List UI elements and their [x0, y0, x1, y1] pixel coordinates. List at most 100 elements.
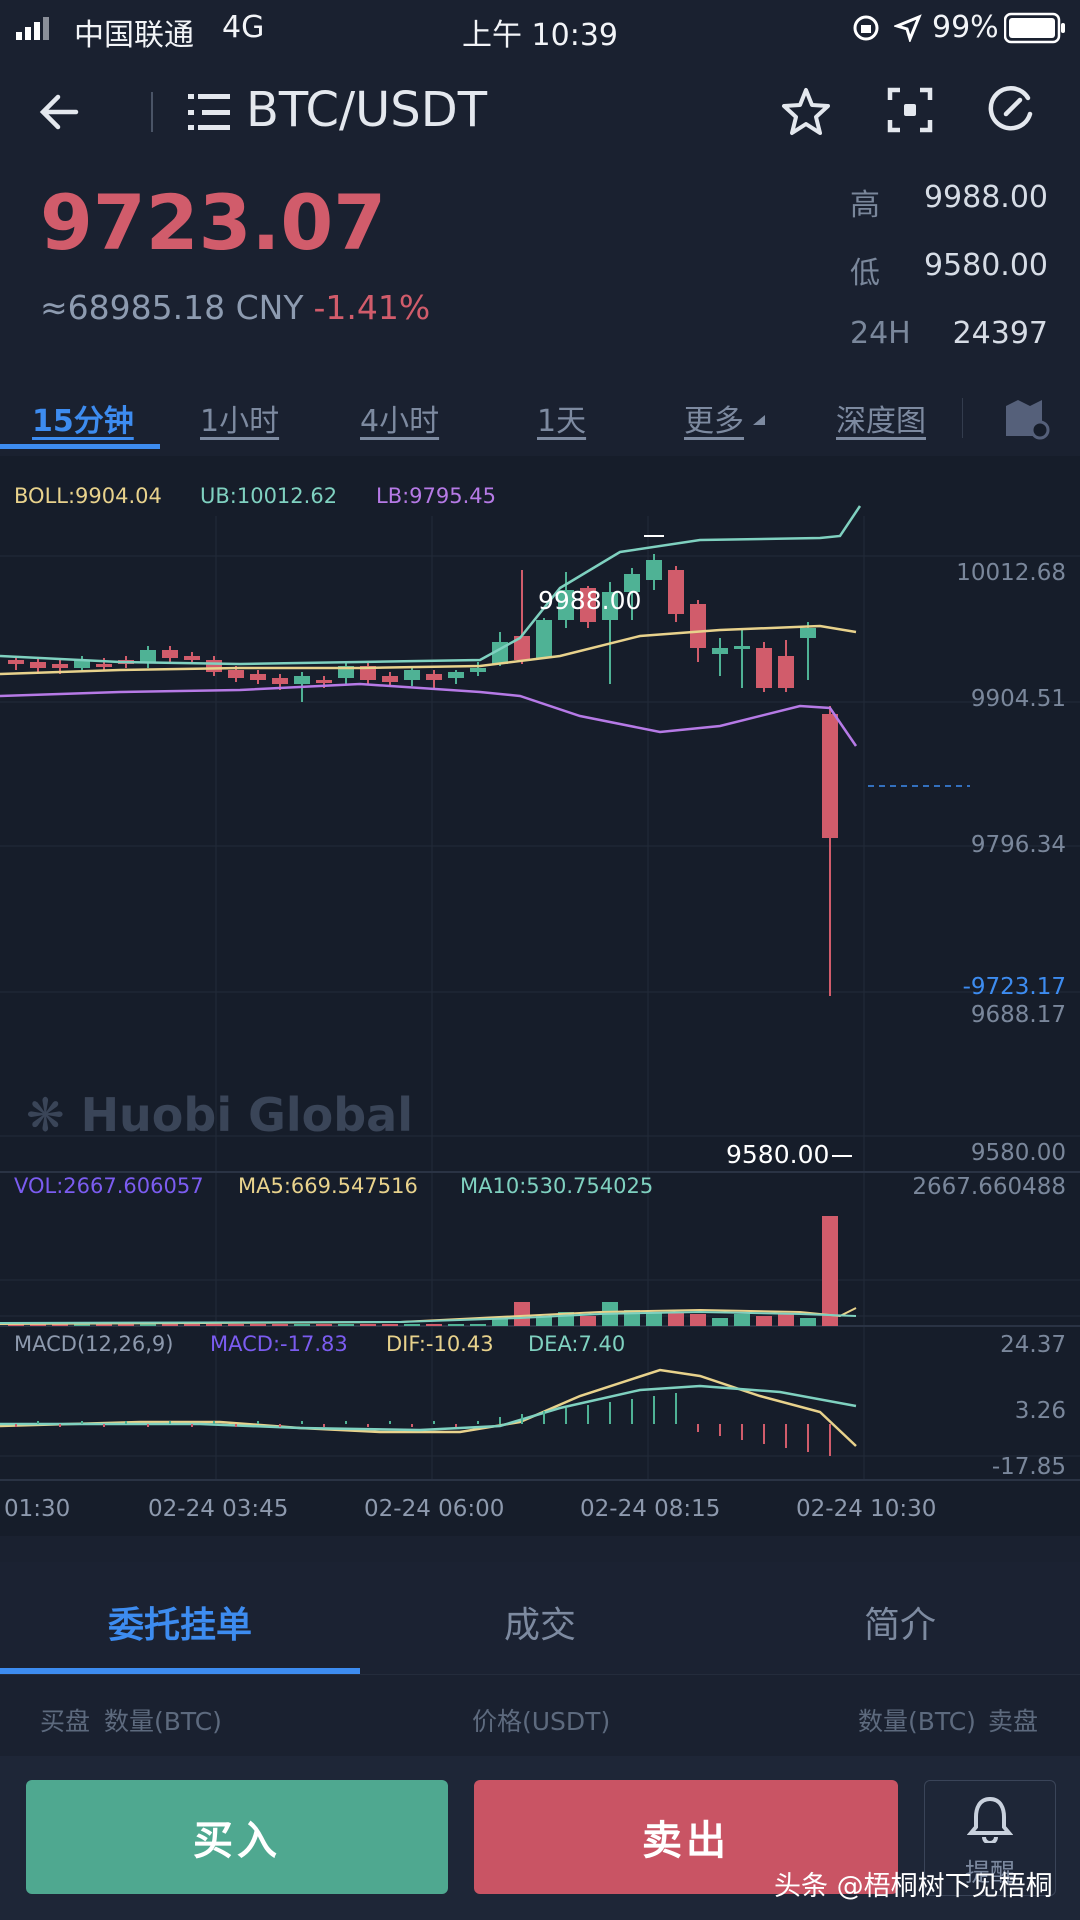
orderbook-header: 买盘 数量(BTC) 价格(USDT) 数量(BTC) 卖盘	[0, 1676, 1080, 1756]
volume-bar	[30, 1324, 46, 1326]
active-tab-indicator	[0, 1668, 360, 1674]
candle-body	[272, 678, 288, 684]
vol-value: VOL:2667.606057	[14, 1174, 204, 1198]
volume-bar	[206, 1324, 222, 1326]
lb-value: LB:9795.45	[376, 484, 497, 508]
rotation-lock-icon	[853, 15, 879, 41]
candle-body	[756, 648, 772, 688]
tab-1h[interactable]: 1小时	[200, 404, 280, 439]
alert-button[interactable]: 提醒	[924, 1780, 1056, 1896]
boll-value: BOLL:9904.04	[14, 484, 162, 508]
buy-side-label: 买盘	[40, 1707, 91, 1736]
candle-body	[404, 670, 420, 680]
boll-mid-line	[0, 624, 857, 676]
interval-tabs: 15分钟 1小时 4小时 1天 更多 深度图	[0, 378, 1080, 457]
volume-bar	[690, 1314, 706, 1326]
candle-body	[96, 664, 112, 667]
status-bar: 中国联通 4G 上午 10:39 99%	[0, 0, 1080, 58]
sell-button[interactable]: 卖出	[474, 1780, 898, 1894]
signal-icon	[16, 17, 49, 40]
volume-bar	[646, 1312, 662, 1326]
tab-depth[interactable]: 深度图	[836, 404, 926, 439]
macd-y-label: -17.85	[991, 1454, 1066, 1480]
buy-button[interactable]: 买入	[26, 1780, 448, 1894]
volume-bar	[404, 1324, 420, 1326]
candle-body	[558, 590, 574, 620]
tab-15min[interactable]: 15分钟	[32, 404, 134, 439]
tab-4h[interactable]: 4小时	[360, 404, 440, 439]
candle-body	[470, 668, 486, 672]
clock: 上午 10:39	[462, 18, 618, 53]
stat-label-24h: 24H	[850, 316, 911, 351]
volume-bar	[184, 1324, 200, 1326]
author-watermark: 头条 @梧桐树下见梧桐	[774, 1871, 1053, 1902]
candle-body	[250, 674, 266, 680]
dif-value: DIF:-10.43	[386, 1332, 494, 1356]
x-label: 01:30	[4, 1496, 71, 1522]
sell-qty-label: 数量(BTC)	[858, 1707, 976, 1736]
volume-bar	[316, 1324, 332, 1326]
fullscreen-icon[interactable]	[886, 86, 934, 134]
pair-menu-icon[interactable]	[188, 92, 232, 132]
ma10-value: MA10:530.754025	[460, 1174, 654, 1198]
ticker-panel: 9723.07 ≈68985.18 CNY -1.41% 高 9988.00 低 …	[0, 168, 1080, 378]
volume-bar	[382, 1324, 398, 1326]
volume-bar	[118, 1324, 134, 1326]
y-label: 9688.17	[970, 1002, 1066, 1028]
ma5-value: MA5:669.547516	[238, 1174, 418, 1198]
boll-lower-line	[0, 682, 858, 747]
back-arrow-icon[interactable]	[36, 88, 84, 136]
volume-bar	[294, 1324, 310, 1326]
kline-chart[interactable]: BOLL:9904.04 UB:10012.62 LB:9795.45 1001…	[0, 456, 1080, 1536]
tab-1d[interactable]: 1天	[537, 404, 587, 439]
candle-body	[800, 628, 816, 638]
carrier-label: 中国联通	[74, 18, 194, 53]
tab-orders[interactable]: 委托挂单	[107, 1605, 252, 1646]
huobi-watermark: ❋ Huobi Global	[26, 1088, 413, 1142]
pair-title[interactable]: BTC/USDT	[246, 82, 488, 138]
battery-icon	[1004, 12, 1065, 44]
volume-bar	[140, 1323, 156, 1326]
ub-value: UB:10012.62	[200, 484, 338, 508]
candle-body	[52, 664, 68, 668]
macd-y-label: 24.37	[1000, 1332, 1066, 1358]
volume-bar	[668, 1312, 684, 1326]
candle-body	[624, 574, 640, 592]
candle-body	[8, 660, 24, 664]
bell-icon	[967, 1796, 1013, 1843]
tab-trades[interactable]: 成交	[503, 1605, 576, 1646]
y-label: 9580.00	[970, 1140, 1066, 1166]
y-label: 9904.51	[970, 686, 1066, 712]
star-icon[interactable]	[780, 86, 832, 138]
vol-max-label: 2667.660488	[912, 1174, 1066, 1200]
candle-body	[822, 714, 838, 838]
macd-dif-line	[0, 1368, 857, 1447]
battery-percent: 99%	[932, 10, 999, 45]
dea-value: DEA:7.40	[528, 1332, 626, 1356]
kline-svg	[0, 505, 1080, 1481]
volume-bar	[228, 1324, 244, 1326]
detail-tabs: 委托挂单 成交 简介	[0, 1562, 1080, 1675]
vol-ma10-line	[0, 1310, 857, 1324]
volume-bar	[52, 1324, 68, 1326]
tab-intro[interactable]: 简介	[863, 1605, 936, 1646]
candle-body	[580, 588, 596, 622]
candle-body	[514, 636, 530, 660]
tab-more[interactable]: 更多	[684, 404, 744, 439]
volume-bar	[470, 1324, 486, 1326]
refresh-icon[interactable]	[984, 84, 1036, 136]
active-tab-indicator	[0, 444, 160, 449]
x-label: 02-24 08:15	[580, 1496, 721, 1522]
chart-settings-icon[interactable]	[1004, 398, 1050, 440]
divider	[151, 92, 153, 132]
volume-bar	[712, 1318, 728, 1326]
volume-bar	[756, 1316, 772, 1326]
volume-bar	[800, 1318, 816, 1326]
candle-body	[140, 650, 156, 662]
x-label: 02-24 06:00	[364, 1496, 505, 1522]
candle-body	[778, 656, 794, 688]
candle-body	[294, 676, 310, 684]
candle-body	[668, 570, 684, 614]
candle-body	[712, 648, 728, 654]
price-label: 价格(USDT)	[472, 1707, 611, 1736]
